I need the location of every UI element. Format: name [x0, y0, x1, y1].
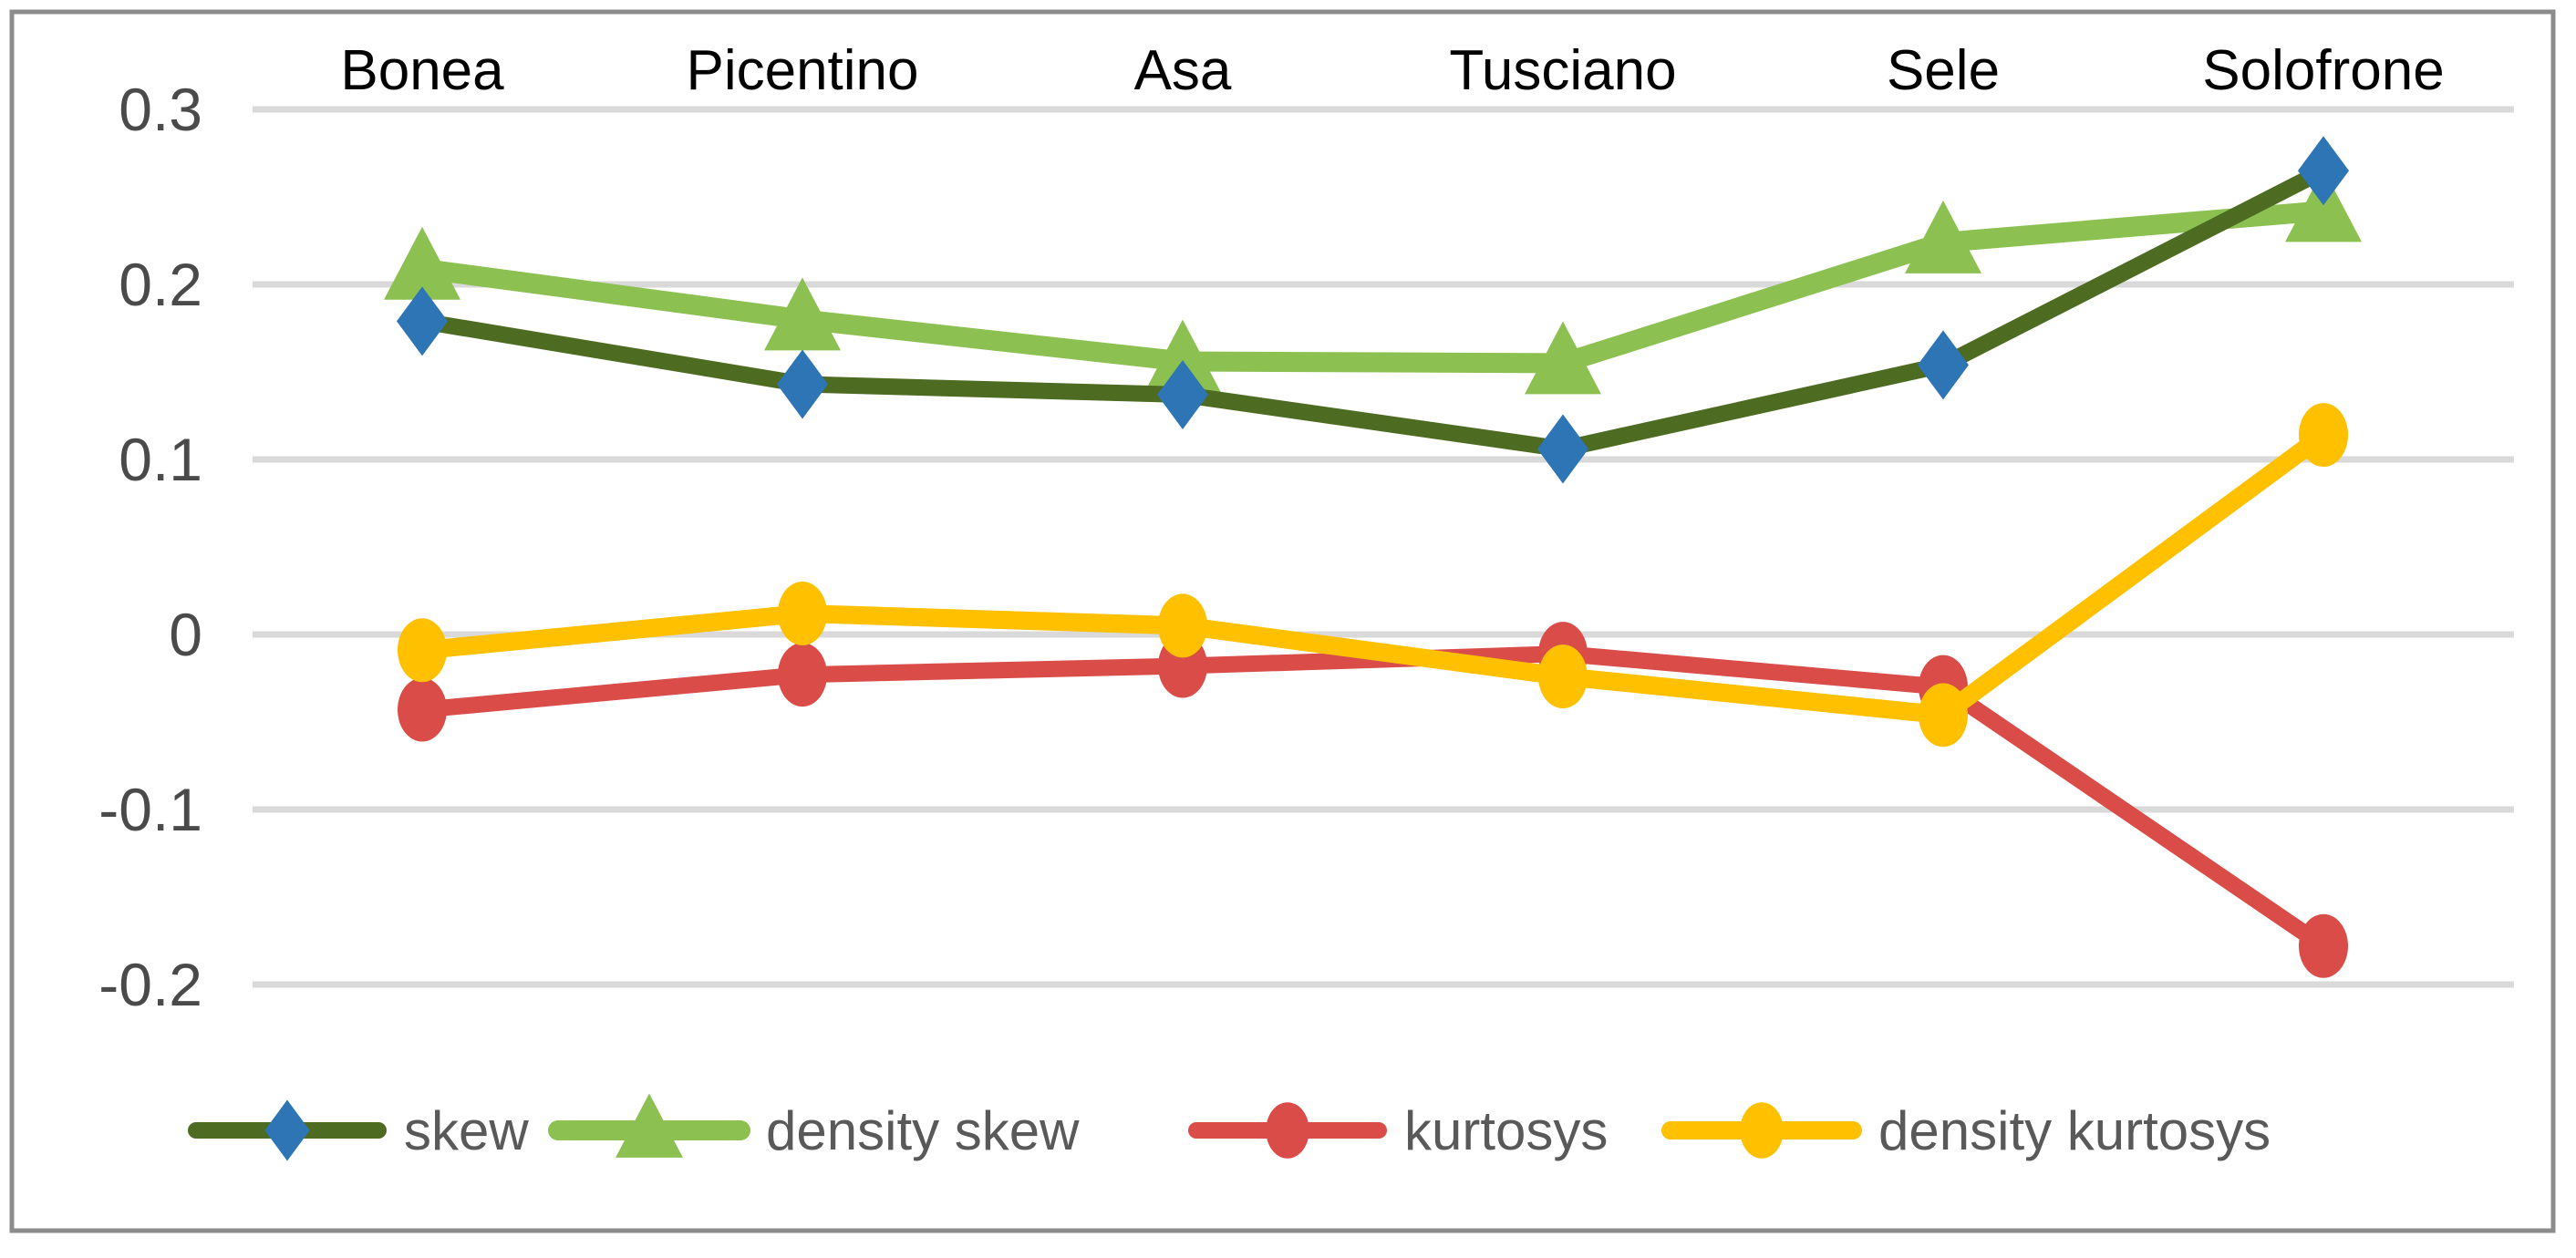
legend-item-density-skew: density skew [548, 1093, 1080, 1161]
data-point-density-kurtosys-tusciano [1538, 644, 1588, 709]
data-point-kurtosys-bonea [398, 677, 447, 742]
data-point-skew-sele [1918, 330, 1969, 400]
category-label-tusciano: Tusciano [1449, 39, 1676, 102]
category-label-asa: Asa [1134, 39, 1232, 102]
series-line-density-skew [412, 201, 2333, 374]
y-tick-label-0.2: 0.2 [119, 251, 202, 318]
legend-item-density-kurtosys: density kurtosys [1661, 1100, 2271, 1161]
data-point-density-skew-picentino [764, 277, 841, 351]
legend-label-kurtosys: kurtosys [1404, 1100, 1608, 1161]
data-point-skew-solofrone [2298, 136, 2349, 206]
data-point-density-kurtosys-solofrone [2299, 403, 2348, 468]
data-point-density-kurtosys-sele [1919, 683, 1968, 748]
y-tick-label-0: 0 [169, 601, 202, 668]
legend-marker-density-skew [616, 1093, 683, 1158]
category-label-bonea: Bonea [340, 39, 504, 102]
legend-item-skew: skew [188, 1099, 529, 1161]
data-point-density-skew-solofrone [2285, 169, 2362, 242]
legend-item-kurtosys: kurtosys [1188, 1100, 1608, 1161]
data-point-density-skew-asa [1144, 319, 1221, 393]
legend-marker-kurtosys [1266, 1102, 1309, 1159]
series-skew [397, 136, 2349, 484]
category-label-solofrone: Solofrone [2202, 39, 2444, 102]
data-point-density-kurtosys-picentino [778, 581, 827, 645]
data-point-density-kurtosys-bonea [398, 618, 447, 683]
legend-marker-skew [264, 1099, 310, 1161]
chart-frame-border [9, 9, 2556, 1233]
series-density-kurtosys [398, 403, 2348, 748]
data-point-density-kurtosys-asa [1158, 593, 1207, 658]
y-tick-label--0.1: -0.1 [98, 776, 202, 843]
series-line-skew [414, 162, 2332, 458]
data-point-skew-asa [1157, 359, 1208, 429]
data-point-kurtosys-picentino [778, 643, 827, 707]
data-point-skew-bonea [397, 286, 448, 356]
y-tick-label--0.2: -0.2 [98, 951, 202, 1018]
series-density-skew [384, 169, 2362, 395]
data-point-density-skew-bonea [384, 226, 460, 300]
legend-label-density-skew: density skew [766, 1100, 1080, 1161]
data-point-density-skew-sele [1905, 200, 1981, 273]
legend-label-density-kurtosys: density kurtosys [1878, 1100, 2271, 1161]
data-point-skew-tusciano [1537, 414, 1588, 484]
category-label-sele: Sele [1887, 39, 2000, 102]
data-point-kurtosys-solofrone [2299, 913, 2348, 978]
data-point-skew-picentino [777, 349, 828, 419]
y-tick-label-0.1: 0.1 [119, 426, 202, 493]
series-line-density-kurtosys [413, 426, 2333, 725]
category-label-picentino: Picentino [686, 39, 918, 102]
data-point-density-skew-tusciano [1525, 321, 1601, 395]
legend-marker-density-kurtosys [1740, 1102, 1784, 1159]
y-tick-label-0.3: 0.3 [119, 76, 202, 143]
legend: skew density skew kurtosys density kurtosys [188, 1093, 2271, 1161]
legend-label-skew: skew [404, 1100, 529, 1161]
